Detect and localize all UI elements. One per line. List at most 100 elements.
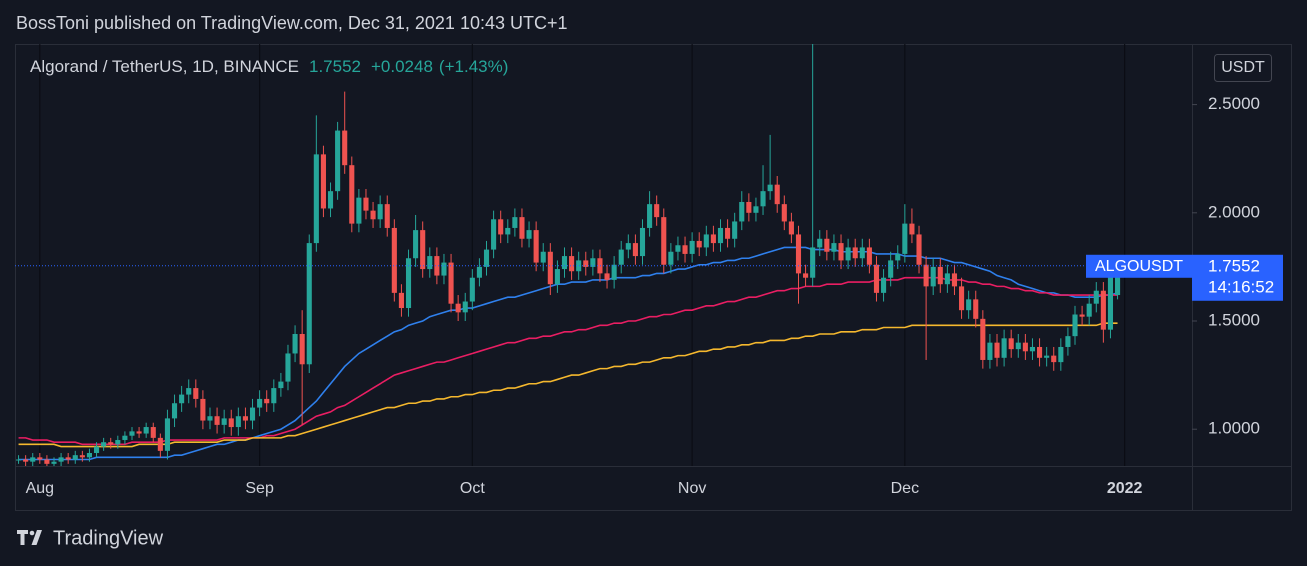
candle-body (753, 206, 759, 213)
axes: 1.0000 1.5000 2.0000 2.5000 Aug Sep Oct Nov Dec 2… (26, 94, 1283, 497)
candle-body (86, 453, 93, 458)
price-change: +0.0248 (371, 57, 433, 76)
logo-part (31, 530, 42, 545)
price-tag (1192, 254, 1283, 301)
candle-body (79, 455, 85, 458)
candle-body (618, 249, 624, 265)
candle-body (583, 260, 589, 267)
candle-body (299, 333, 305, 365)
y-tick-label: 2.5000 (1208, 94, 1260, 113)
candle-body (23, 459, 29, 462)
candle-body (384, 204, 390, 228)
candle-body (476, 266, 482, 278)
candle-body (611, 264, 617, 280)
candle-body (710, 234, 716, 244)
candle-body (774, 184, 780, 205)
candle-body (30, 457, 36, 462)
x-tick-label: 2022 (1107, 480, 1143, 497)
candle-body (72, 455, 78, 460)
countdown: 14:16:52 (1208, 277, 1274, 296)
candle-body (462, 301, 468, 313)
candle-body (264, 398, 270, 404)
candle-body (498, 219, 504, 235)
plot-area (15, 44, 1192, 466)
candle-body (186, 388, 192, 395)
candle-body (405, 258, 412, 309)
candle-body (810, 247, 816, 278)
candle-body (271, 388, 277, 404)
candle-body (647, 204, 653, 228)
x-tick-label: Dec (891, 480, 919, 497)
candle-body (1093, 290, 1099, 304)
candle-body (44, 459, 50, 464)
candle-body (951, 273, 958, 287)
candle-body (179, 394, 185, 404)
candle-body (1079, 314, 1085, 317)
candle-body (519, 217, 525, 239)
candle-body (455, 303, 461, 313)
candle-body (881, 277, 887, 293)
candle-body (760, 191, 766, 207)
candle-body (930, 266, 936, 287)
moving-average-line (18, 246, 1118, 461)
candle-body (959, 286, 965, 311)
candle-body (923, 264, 929, 287)
candle-body (540, 251, 546, 263)
candle-body (767, 184, 773, 192)
candle-body (795, 234, 802, 274)
candle-body (803, 273, 809, 278)
candle-body (654, 204, 660, 218)
candle-body (1051, 355, 1057, 363)
candle-body (193, 388, 199, 399)
candle-body (1044, 355, 1050, 358)
candle-body (483, 249, 490, 267)
candle-body (604, 273, 610, 280)
candle-body (214, 416, 220, 425)
y-tick-label: 2.0000 (1208, 202, 1260, 221)
candle-body (888, 260, 894, 278)
candle-body (682, 245, 688, 254)
symbol-tag-label: ALGOUSDT (1095, 258, 1183, 275)
candle-body (944, 273, 950, 285)
candle-body (235, 416, 241, 428)
candle-body (576, 260, 582, 272)
candle-body (200, 398, 206, 421)
candle-body (327, 191, 334, 209)
brand-logo (17, 530, 42, 545)
y-tick-label: 1.0000 (1208, 419, 1260, 438)
candle-body (122, 435, 128, 441)
candle-body (101, 442, 107, 447)
moving-average-line (18, 322, 1118, 448)
published-note: BossToni published on TradingView.com, D… (16, 13, 568, 33)
candle-body (1001, 338, 1007, 358)
candle-body (554, 269, 560, 285)
candle-body (1037, 346, 1043, 358)
candle-body (703, 234, 709, 248)
candle-body (93, 446, 100, 454)
candle-body (143, 427, 149, 434)
symbol-legend: Algorand / TetherUS, 1D, BINANCE 1.7552 +0… (30, 57, 508, 76)
logo-part (17, 530, 28, 545)
candle-body (391, 227, 397, 293)
logo-part (29, 530, 35, 536)
candle-body (469, 277, 475, 302)
candle-body (363, 197, 369, 211)
candle-body (1029, 346, 1036, 352)
candle-body (1058, 346, 1064, 363)
x-tick-label: Oct (460, 480, 485, 497)
candle-body (512, 217, 518, 228)
currency-button[interactable] (1214, 54, 1272, 82)
candle-body (597, 258, 603, 274)
candle-body (569, 256, 575, 272)
candle-body (987, 342, 993, 360)
candle-body (980, 318, 986, 360)
chart-frame (15, 44, 1292, 511)
candle-body (349, 165, 355, 224)
candle-body (852, 247, 858, 259)
currency-label: USDT (1221, 59, 1265, 76)
candle-body (413, 230, 419, 259)
candle-body (895, 253, 901, 261)
candle-body (937, 266, 943, 285)
candle-body (817, 238, 823, 248)
